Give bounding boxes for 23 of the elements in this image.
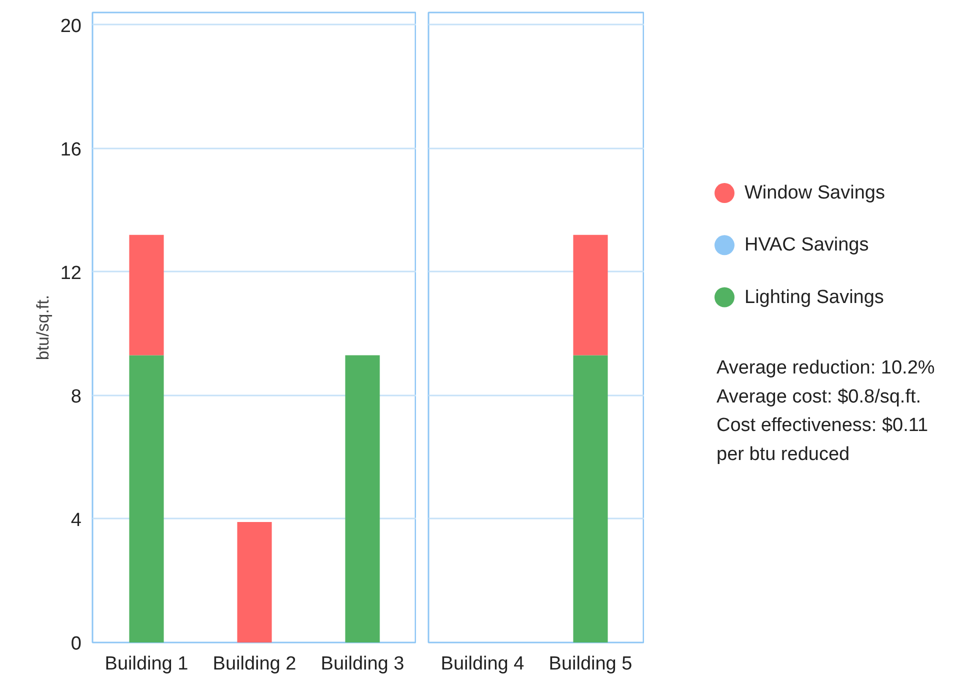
legend-label: Window Savings [744, 182, 885, 204]
x-tick-label: Building 4 [440, 654, 525, 674]
text: Average reduction: 10.2% [716, 357, 935, 378]
x-tick-label: Building 5 [548, 654, 632, 674]
y-tick-label: 4 [70, 510, 82, 531]
bar [345, 355, 380, 642]
legend-label: Lighting Savings [744, 286, 884, 308]
x-tick-label: Building 1 [104, 654, 188, 674]
y-tick-label: 8 [70, 386, 82, 408]
x-tick-label: Building 3 [320, 654, 404, 674]
bar [237, 522, 272, 642]
x-tick-label: Building 2 [212, 654, 296, 674]
y-axis-title: btu/sq.ft. [33, 294, 52, 360]
y-tick-label: 20 [60, 16, 82, 37]
text: Average cost: $0.8/sq.ft. [716, 386, 922, 408]
bar [129, 355, 164, 642]
bar [129, 234, 164, 356]
text: per btu reduced [716, 444, 850, 466]
legend-label: HVAC Savings [744, 234, 869, 256]
text: Cost effectiveness: $0.11 [716, 415, 928, 436]
y-tick-label: 16 [60, 139, 82, 160]
y-tick-label: 12 [60, 262, 82, 284]
y-tick-label: 0 [70, 634, 82, 654]
